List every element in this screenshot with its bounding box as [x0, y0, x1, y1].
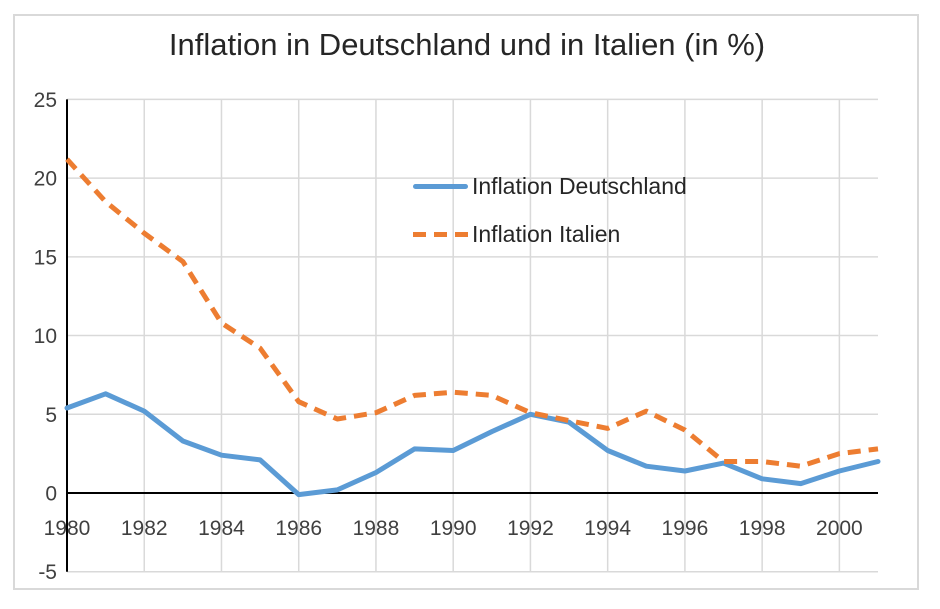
x-tick-label: 1998 — [739, 517, 786, 540]
x-tick-label: 1984 — [198, 517, 245, 540]
legend-label-italien: Inflation Italien — [472, 221, 621, 247]
legend: Inflation Deutschland Inflation Italien — [413, 172, 687, 248]
x-tick-label: 1986 — [275, 517, 322, 540]
y-tick-label: 15 — [34, 246, 57, 269]
series-line-italien — [65, 157, 879, 469]
x-tick-label: 1980 — [44, 517, 91, 540]
y-tick-label: 5 — [45, 404, 57, 427]
chart-title: Inflation in Deutschland und in Italien … — [168, 27, 766, 62]
x-tick-label: 1996 — [662, 517, 709, 540]
legend-label-deutschland: Inflation Deutschland — [472, 173, 687, 199]
x-tick-label: 1982 — [121, 517, 168, 540]
italien-line-sample-icon — [413, 231, 468, 237]
legend-item-italien: Inflation Italien — [413, 220, 687, 248]
series-line-deutschland — [64, 391, 881, 498]
y-tick-label: -5 — [38, 561, 57, 584]
x-tick-label: 2000 — [816, 517, 863, 540]
y-tick-label: 0 — [45, 483, 57, 506]
y-tick-label: 20 — [34, 168, 57, 191]
x-tick-label: 1994 — [584, 517, 631, 540]
x-tick-label: 1990 — [430, 517, 477, 540]
legend-item-deutschland: Inflation Deutschland — [413, 172, 687, 200]
y-tick-label: 25 — [34, 89, 57, 112]
x-tick-label: 1992 — [507, 517, 554, 540]
y-tick-label: 10 — [34, 325, 57, 348]
x-tick-label: 1988 — [353, 517, 400, 540]
deutschland-line-sample-icon — [413, 183, 468, 189]
